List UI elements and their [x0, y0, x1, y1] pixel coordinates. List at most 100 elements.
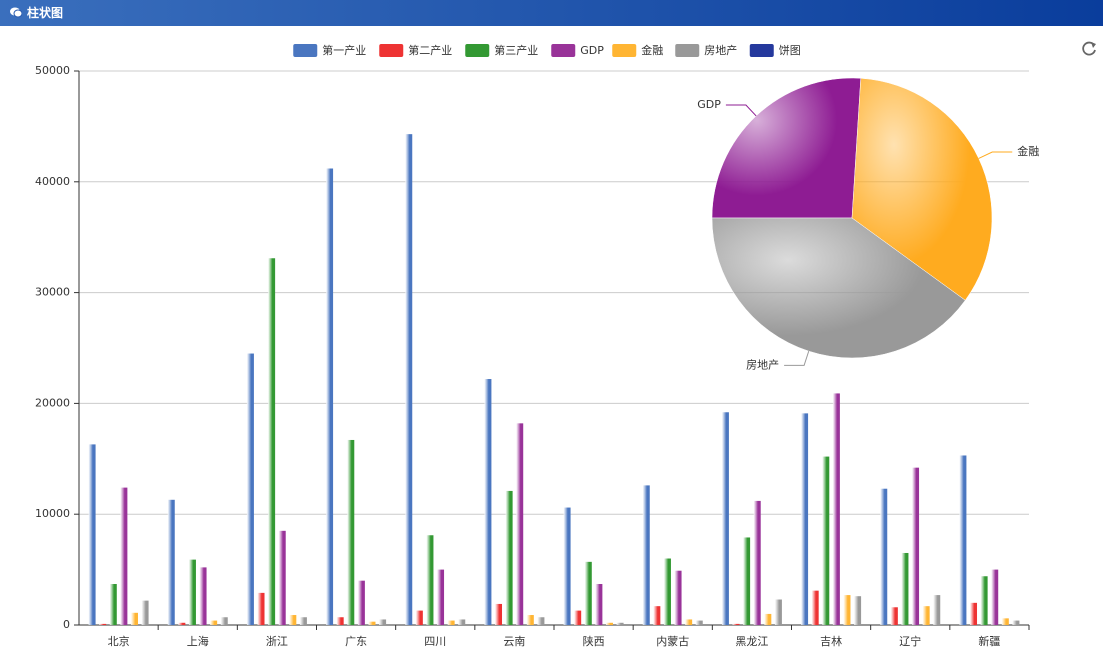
bar — [120, 487, 128, 625]
bar — [605, 622, 613, 625]
legend-swatch — [612, 44, 637, 57]
pie-label-line — [978, 151, 1013, 159]
pie-slice — [711, 77, 862, 219]
bar — [801, 413, 809, 625]
legend-swatch — [675, 44, 700, 57]
bar — [188, 559, 196, 625]
x-tick-label: 黑龙江 — [735, 635, 768, 648]
bar — [537, 617, 545, 625]
pie-label: 金融 — [1017, 144, 1039, 158]
bar — [811, 590, 819, 625]
bar — [970, 602, 978, 625]
bar — [764, 613, 772, 625]
bar — [495, 603, 503, 625]
bar — [980, 576, 988, 625]
bar — [595, 584, 603, 625]
legend-swatch — [379, 44, 404, 57]
bar — [563, 507, 571, 625]
legend-swatch — [551, 44, 576, 57]
bar — [616, 622, 624, 625]
bar — [685, 619, 693, 625]
legend-label: 房地产 — [704, 43, 737, 57]
x-tick-label: 内蒙古 — [656, 634, 689, 648]
bar — [88, 444, 96, 625]
x-tick-label: 浙江 — [266, 635, 288, 648]
pie-label-line — [784, 350, 810, 366]
legend-swatch — [749, 44, 774, 57]
bar — [336, 617, 344, 625]
legend-label: 第三产业 — [494, 43, 538, 57]
bar — [922, 606, 930, 625]
x-tick-label: 广东 — [345, 635, 367, 648]
bar — [526, 615, 534, 625]
bar — [1012, 620, 1020, 625]
x-tick-label: 陕西 — [583, 634, 605, 648]
bar — [663, 558, 671, 625]
bar — [880, 488, 888, 625]
bar — [210, 620, 218, 625]
bar — [912, 467, 920, 625]
bar — [991, 569, 999, 625]
bar — [289, 615, 297, 625]
pie-label: GDP — [697, 98, 721, 111]
bar — [268, 258, 276, 625]
chat-icon — [10, 7, 22, 18]
bar — [347, 439, 355, 625]
pie-slice — [711, 217, 966, 359]
bar — [357, 580, 365, 625]
bar — [437, 569, 445, 625]
bar — [732, 623, 740, 625]
bar — [130, 612, 138, 625]
bar — [141, 600, 149, 625]
bar — [822, 456, 830, 625]
pie-label-line — [725, 104, 757, 117]
bar — [484, 379, 492, 625]
y-tick-label: 0 — [63, 618, 70, 631]
bar — [516, 423, 524, 625]
legend-label: GDP — [580, 44, 604, 57]
bar — [99, 623, 107, 625]
x-tick-label: 辽宁 — [899, 634, 921, 648]
bar — [458, 619, 466, 625]
bar — [933, 595, 941, 625]
bar — [505, 490, 513, 625]
chart: 0 10000 20000 30000 40000 50000 北京 上海 浙江 广东 四川 云南 陕西… — [35, 41, 1096, 648]
bar — [774, 599, 782, 625]
bar — [246, 353, 254, 625]
bar — [959, 455, 967, 625]
header-title: 柱状图 — [27, 6, 64, 20]
bar — [278, 530, 286, 625]
pie-slice — [851, 78, 993, 301]
legend-swatch — [293, 44, 318, 57]
bar — [890, 607, 898, 625]
legend-label: 饼图 — [779, 43, 801, 57]
pie-label: 房地产 — [746, 357, 779, 371]
bar — [178, 622, 186, 625]
x-tick-label: 吉林 — [820, 634, 842, 648]
bar — [574, 610, 582, 625]
bar — [167, 499, 175, 625]
bar — [109, 584, 117, 625]
bar — [721, 412, 729, 625]
y-tick-label: 50000 — [35, 64, 70, 77]
bar — [447, 620, 455, 625]
bar — [743, 537, 751, 625]
y-tick-label: 20000 — [35, 396, 70, 409]
bar — [368, 621, 376, 625]
bar — [695, 620, 703, 625]
bar — [220, 617, 228, 625]
y-tick-label: 10000 — [35, 507, 70, 520]
bar — [405, 134, 413, 625]
bar — [653, 606, 661, 625]
x-tick-label: 上海 — [187, 634, 209, 648]
bar — [199, 567, 207, 625]
bar — [1001, 618, 1009, 625]
refresh-icon[interactable] — [1082, 41, 1096, 56]
x-tick-label: 云南 — [503, 635, 525, 648]
bar — [415, 610, 423, 625]
bar — [379, 619, 387, 625]
bar — [299, 617, 307, 625]
y-tick-label: 30000 — [35, 286, 70, 299]
bar — [257, 592, 265, 625]
